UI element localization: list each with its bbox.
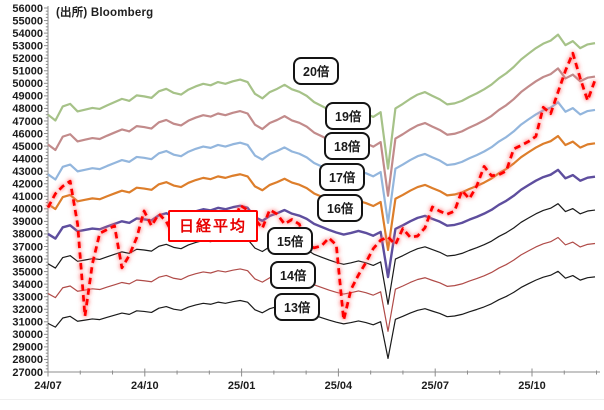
svg-text:27000: 27000 [12, 367, 43, 379]
nikkei-label: 日経平均 [168, 210, 259, 242]
svg-text:44000: 44000 [12, 153, 43, 165]
svg-text:35000: 35000 [12, 266, 43, 278]
per-label-15x: 15倍 [267, 227, 314, 255]
svg-text:53000: 53000 [12, 40, 43, 52]
svg-text:25/01: 25/01 [228, 380, 256, 392]
x-axis: 24/07 24/10 25/01 25/04 25/07 25/10 [34, 368, 600, 392]
svg-text:50000: 50000 [12, 78, 43, 90]
svg-text:24/07: 24/07 [34, 380, 62, 392]
svg-text:48000: 48000 [12, 103, 43, 115]
per-label-20x: 20倍 [293, 57, 340, 85]
per-label-13x: 13倍 [274, 293, 321, 321]
svg-text:40000: 40000 [12, 204, 43, 216]
svg-text:37000: 37000 [12, 241, 43, 253]
svg-text:56000: 56000 [12, 3, 43, 15]
y-axis: 5600055000540005300052000510005000049000… [12, 3, 49, 379]
per-label-18x: 18倍 [324, 132, 371, 160]
band-line-15x [47, 203, 596, 305]
band-line-16x [47, 168, 596, 279]
band-line-20x [47, 33, 596, 170]
svg-text:25/07: 25/07 [421, 380, 449, 392]
svg-text:49000: 49000 [12, 91, 43, 103]
per-label-19x: 19倍 [325, 102, 372, 130]
svg-text:41000: 41000 [12, 191, 43, 203]
svg-text:54000: 54000 [12, 28, 43, 40]
per-label-16x: 16倍 [317, 194, 364, 222]
svg-text:25/10: 25/10 [518, 380, 546, 392]
svg-text:51000: 51000 [12, 66, 43, 78]
svg-text:42000: 42000 [12, 179, 43, 191]
band-line-14x [47, 236, 596, 332]
svg-text:25/04: 25/04 [325, 380, 353, 392]
svg-text:30000: 30000 [12, 329, 43, 341]
svg-text:39000: 39000 [12, 216, 43, 228]
svg-text:46000: 46000 [12, 128, 43, 140]
svg-text:33000: 33000 [12, 291, 43, 303]
svg-text:52000: 52000 [12, 53, 43, 65]
source-note: (出所) Bloomberg [56, 7, 154, 19]
svg-text:24/10: 24/10 [131, 380, 159, 392]
per-label-14x: 14倍 [270, 261, 317, 289]
svg-text:47000: 47000 [12, 116, 43, 128]
svg-text:43000: 43000 [12, 166, 43, 178]
svg-text:31000: 31000 [12, 317, 43, 329]
band-line-19x [47, 67, 596, 197]
svg-text:29000: 29000 [12, 342, 43, 354]
svg-text:36000: 36000 [12, 254, 43, 266]
nikkei-line [46, 51, 597, 322]
svg-text:45000: 45000 [12, 141, 43, 153]
svg-text:55000: 55000 [12, 15, 43, 27]
per-label-17x: 17倍 [319, 163, 366, 191]
svg-text:32000: 32000 [12, 304, 43, 316]
svg-text:34000: 34000 [12, 279, 43, 291]
band-line-13x [47, 270, 596, 360]
svg-text:38000: 38000 [12, 229, 43, 241]
svg-text:28000: 28000 [12, 354, 43, 366]
bottom-divider [0, 399, 604, 400]
